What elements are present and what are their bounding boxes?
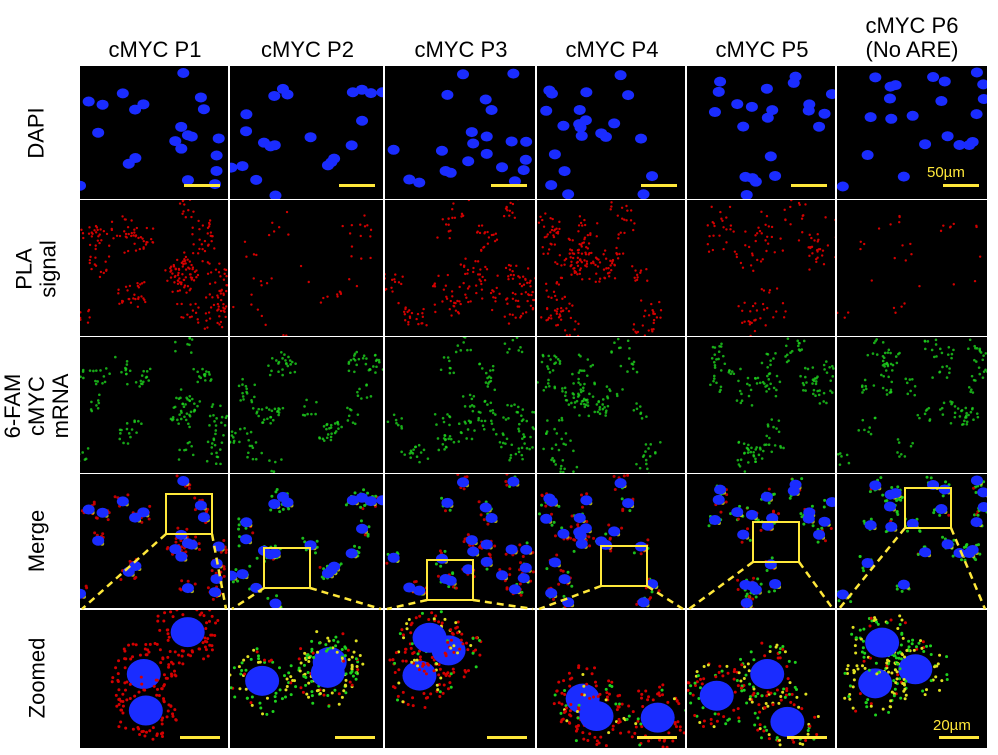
- column-header-p6: cMYC P6 (No ARE): [865, 13, 959, 62]
- column-header-p4: cMYC P4: [565, 37, 659, 62]
- panel-merge-p2: [230, 474, 383, 608]
- zoom-line-p1-right: [210, 533, 228, 610]
- panel-zoomed-p1: [80, 610, 228, 748]
- panel-zoomed-p6: [837, 610, 987, 748]
- zoom-line-p6-right: [949, 527, 987, 610]
- column-header-p3: cMYC P3: [414, 37, 508, 62]
- zoom-line-p4-right: [646, 584, 684, 611]
- zoom-line-p3-left: [386, 598, 428, 611]
- zoom-line-p6-left: [838, 527, 906, 610]
- panel-pla-p2: [230, 200, 383, 336]
- zoom-line-p2-left: [231, 586, 265, 611]
- zoom-line-p5-right: [797, 561, 835, 610]
- panel-fam-p2: [230, 337, 383, 473]
- zoom-line-p5-left: [688, 560, 754, 611]
- panel-merge-p3: [385, 474, 535, 608]
- column-header-p5: cMYC P5: [715, 37, 809, 62]
- panel-merge-p1: [80, 474, 228, 608]
- panel-fam-p3: [385, 337, 535, 473]
- panel-merge-p5: [687, 474, 835, 608]
- zoom-line-p3-right: [472, 598, 534, 611]
- panel-fam-p6: [837, 337, 987, 473]
- scale-label-50um: 50µm: [927, 164, 965, 181]
- panel-pla-p3: [385, 200, 535, 336]
- panel-fam-p5: [687, 337, 835, 473]
- scale-label-20um: 20µm: [933, 717, 971, 734]
- column-header-p2: cMYC P2: [261, 37, 354, 62]
- panel-zoomed-p3: [385, 610, 535, 748]
- panel-zoomed-p2: [230, 610, 383, 748]
- panel-merge-p6: [837, 474, 987, 608]
- panel-fam-p4: [537, 337, 685, 473]
- panel-pla-p4: [537, 200, 685, 336]
- zoom-line-p4-left: [538, 584, 602, 611]
- panel-dapi-p4: [537, 66, 685, 199]
- column-header-p1: cMYC P1: [108, 37, 202, 62]
- panel-pla-p5: [687, 200, 835, 336]
- zoom-line-p1-left: [81, 533, 167, 610]
- zoom-line-p2-right: [309, 586, 382, 611]
- panel-dapi-p3: [385, 66, 535, 199]
- panel-zoomed-p4: [537, 610, 685, 748]
- panel-merge-p4: [537, 474, 685, 608]
- panel-dapi-p6: [837, 66, 987, 199]
- panel-pla-p6: [837, 200, 987, 336]
- panel-pla-p1: [80, 200, 228, 336]
- panel-dapi-p2: [230, 66, 383, 199]
- panel-dapi-p5: [687, 66, 835, 199]
- panel-dapi-p1: [80, 66, 228, 199]
- panel-fam-p1: [80, 337, 228, 473]
- panel-zoomed-p5: [687, 610, 835, 748]
